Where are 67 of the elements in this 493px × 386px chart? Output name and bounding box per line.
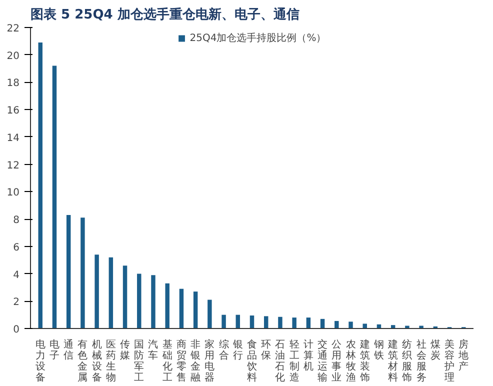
bar	[250, 316, 254, 328]
x-tick-label: 有色金属	[78, 338, 88, 384]
x-tick-label: 农林牧渔	[344, 340, 356, 384]
x-tick-label: 社会服务	[416, 338, 426, 384]
bar	[222, 314, 226, 328]
bar	[236, 314, 240, 328]
bar	[108, 257, 114, 328]
bar	[208, 300, 212, 328]
y-tick-label: 14	[6, 132, 20, 144]
x-tick-label: 钢铁	[372, 340, 384, 362]
x-tick-label: 煤炭	[430, 338, 440, 362]
bar	[306, 318, 311, 328]
bar	[122, 266, 128, 328]
bar	[264, 316, 268, 328]
y-tick-label: 18	[6, 78, 20, 90]
x-tick-label: 石油石化	[275, 340, 286, 384]
x-tick-label: 美容护理	[444, 338, 455, 384]
y-tick-label: 16	[6, 106, 20, 117]
x-tick-label: 传媒	[120, 340, 130, 362]
bar	[165, 283, 170, 328]
x-tick-label: 纺织服饰	[401, 338, 412, 384]
bar	[193, 292, 198, 328]
x-tick-label: 非银金融	[190, 338, 201, 384]
bar	[348, 322, 353, 328]
y-tick-label: 6	[13, 242, 20, 254]
bar	[52, 66, 57, 328]
bar	[179, 288, 184, 328]
x-tick-label: 家用电器	[204, 338, 215, 384]
bar	[278, 316, 282, 328]
x-tick-label: 汽车	[148, 338, 158, 362]
x-tick-label: 食品饮料	[246, 338, 257, 384]
x-tick-label: 机械设备	[92, 338, 102, 384]
legend-label: 25Q4加仓选手持股比例（%）	[190, 32, 326, 45]
x-tick-label: 建筑材料	[387, 338, 398, 384]
x-tick-label: 电力设备	[35, 338, 46, 384]
bar	[94, 254, 99, 328]
bar	[137, 274, 142, 328]
bar	[38, 42, 42, 328]
y-tick-label: 2	[13, 297, 20, 308]
x-tick-label: 医药生物	[106, 340, 116, 384]
x-tick-label: 电子	[49, 338, 60, 362]
x-tick-label: 综合	[218, 338, 229, 362]
x-tick-label: 建筑装饰	[358, 338, 370, 384]
y-tick-label: 8	[13, 215, 20, 226]
x-tick-label: 银行	[232, 340, 243, 362]
bar	[66, 214, 71, 328]
chart-title: 图表 5 25Q4 加仓选手重仓电新、电子、通信	[30, 6, 300, 22]
bar	[151, 275, 156, 328]
x-tick-label: 交通运输	[318, 338, 328, 384]
x-tick-label: 公用事业	[332, 338, 342, 384]
x-tick-label: 轻工制造	[289, 338, 300, 384]
y-tick-label: 22	[6, 24, 20, 34]
x-tick-label: 环保	[261, 340, 272, 362]
bar	[334, 320, 339, 328]
x-tick-label: 房地产	[458, 338, 469, 372]
x-tick-label: 国防军工	[134, 340, 144, 384]
x-tick-label: 计算机	[303, 338, 314, 372]
y-tick-label: 12	[6, 160, 20, 172]
bar	[80, 218, 85, 328]
x-tick-label: 通信	[64, 338, 74, 362]
x-tick-label: 基础化工	[161, 338, 172, 384]
y-tick-label: 4	[13, 270, 20, 281]
y-tick-label: 20	[6, 50, 20, 62]
y-tick-label: 0	[13, 324, 20, 336]
bar	[292, 318, 296, 328]
x-tick-label: 商贸零售	[176, 338, 186, 384]
y-tick-label: 10	[6, 188, 20, 199]
